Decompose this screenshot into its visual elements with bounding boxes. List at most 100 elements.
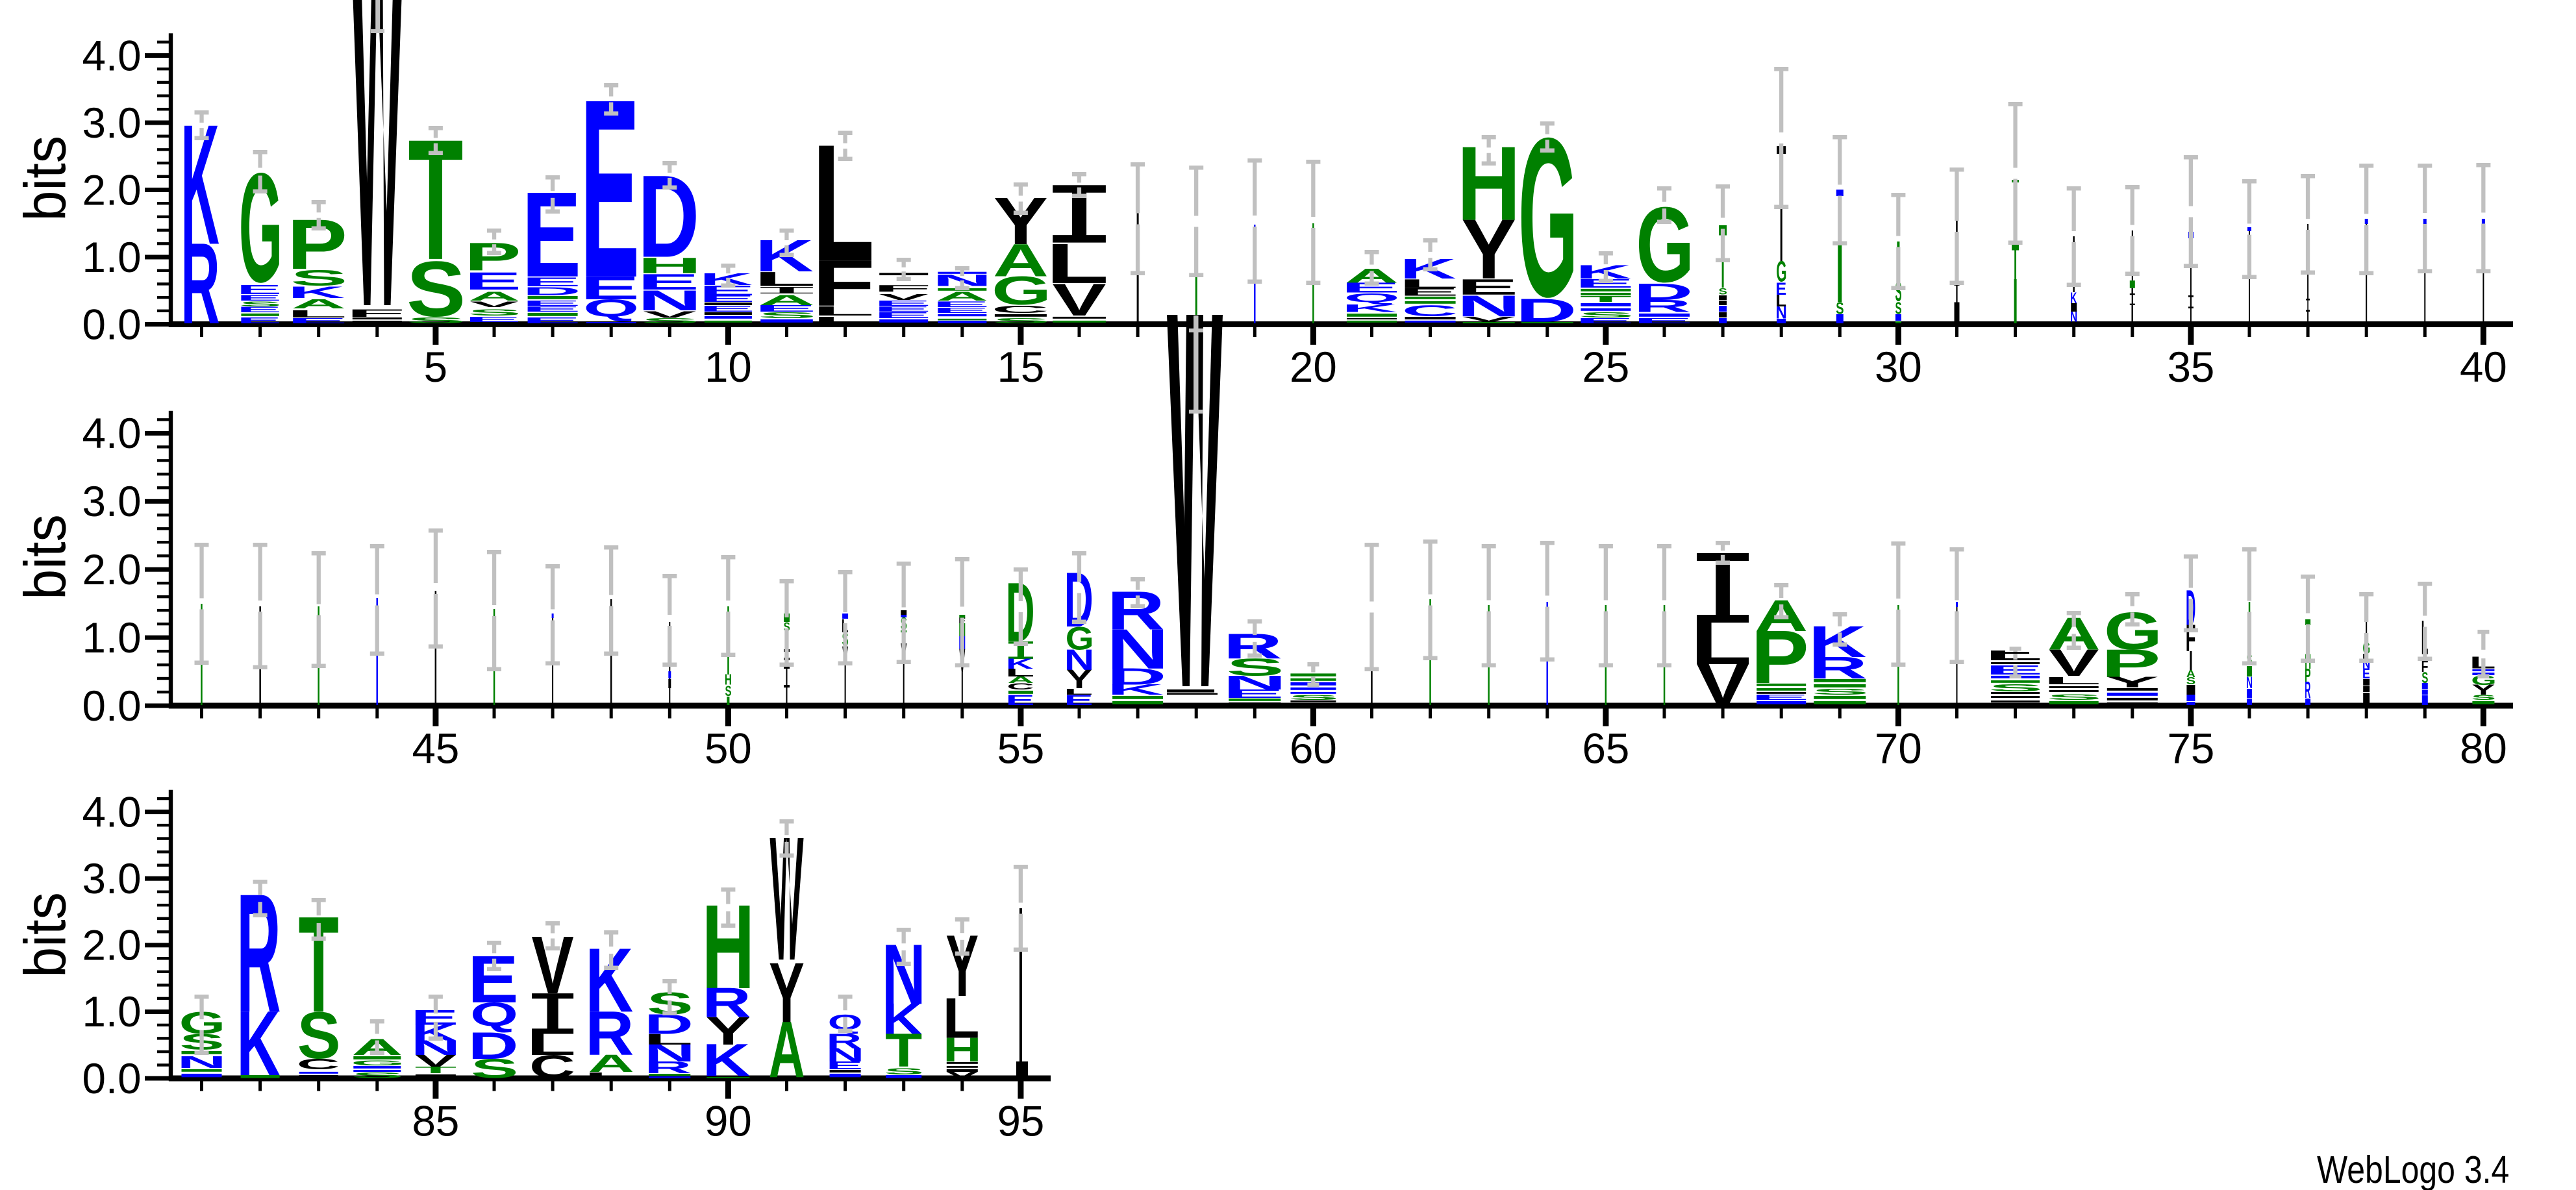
- svg-text:A: A: [993, 234, 1049, 286]
- svg-text:F: F: [812, 247, 875, 320]
- svg-text:G: G: [992, 268, 1051, 314]
- svg-text:S: S: [351, 1071, 404, 1080]
- svg-text:E: E: [873, 310, 931, 320]
- svg-text:S: S: [641, 317, 699, 325]
- svg-text:A: A: [588, 1049, 634, 1077]
- svg-text:E: E: [699, 293, 755, 304]
- svg-text:V: V: [415, 1051, 456, 1070]
- svg-text:N: N: [1107, 617, 1169, 680]
- svg-text:K: K: [1107, 681, 1164, 698]
- svg-text:K: K: [1808, 617, 1866, 667]
- svg-text:N: N: [177, 1052, 226, 1071]
- svg-text:S: S: [290, 266, 347, 290]
- svg-text:E: E: [755, 303, 817, 314]
- svg-text:2.0: 2.0: [82, 922, 141, 969]
- svg-text:E: E: [521, 316, 581, 325]
- svg-text:K: K: [236, 992, 280, 1095]
- svg-text:N: N: [2070, 309, 2077, 325]
- svg-text:D: D: [638, 151, 699, 282]
- svg-text:R: R: [645, 1058, 692, 1077]
- svg-text:C: C: [529, 1048, 575, 1085]
- svg-text:S: S: [1288, 693, 1339, 702]
- svg-text:G: G: [2104, 601, 2162, 660]
- svg-text:T: T: [885, 1024, 922, 1077]
- svg-text:L: L: [2043, 675, 2101, 687]
- svg-text:Q: Q: [470, 996, 518, 1034]
- svg-text:A: A: [936, 290, 989, 304]
- svg-text:10: 10: [705, 343, 752, 391]
- svg-text:K: K: [1342, 302, 1397, 314]
- svg-text:L: L: [1398, 277, 1458, 291]
- svg-text:C: C: [1007, 681, 1034, 691]
- svg-text:S: S: [406, 316, 466, 325]
- svg-text:0.0: 0.0: [82, 682, 141, 730]
- svg-text:F: F: [2186, 617, 2196, 660]
- svg-text:L: L: [754, 267, 816, 290]
- svg-text:50: 50: [705, 725, 752, 773]
- svg-text:R: R: [1107, 581, 1165, 641]
- svg-text:L: L: [1690, 610, 1752, 678]
- svg-text:0.0: 0.0: [82, 1055, 141, 1102]
- svg-text:E: E: [699, 304, 755, 314]
- svg-text:L: L: [812, 304, 875, 319]
- svg-text:K: K: [288, 284, 345, 302]
- svg-text:A: A: [468, 289, 520, 303]
- svg-text:G: G: [2471, 673, 2496, 688]
- svg-text:E: E: [236, 282, 282, 297]
- svg-text:E: E: [2362, 666, 2370, 682]
- svg-text:N: N: [1457, 289, 1521, 323]
- svg-text:3.0: 3.0: [82, 478, 141, 525]
- svg-text:E: E: [932, 300, 990, 309]
- svg-text:15: 15: [997, 343, 1044, 391]
- svg-text:95: 95: [997, 1098, 1044, 1145]
- svg-text:2.0: 2.0: [82, 546, 141, 593]
- svg-text:S: S: [758, 311, 816, 320]
- svg-text:Y: Y: [2106, 674, 2159, 690]
- svg-text:Y: Y: [2471, 682, 2495, 697]
- svg-text:S: S: [1895, 300, 1901, 318]
- svg-text:L: L: [644, 1031, 693, 1048]
- svg-text:4.0: 4.0: [82, 410, 141, 457]
- svg-text:E: E: [464, 267, 521, 295]
- svg-text:E: E: [932, 306, 990, 315]
- svg-text:L: L: [812, 315, 875, 325]
- svg-text:1.0: 1.0: [82, 988, 141, 1035]
- svg-text:N: N: [638, 284, 702, 316]
- svg-text:L: L: [1005, 666, 1034, 678]
- svg-text:R: R: [2305, 676, 2310, 703]
- svg-text:1.0: 1.0: [82, 614, 141, 662]
- svg-text:Y: Y: [1066, 664, 1092, 693]
- svg-text:E: E: [637, 269, 699, 294]
- svg-text:3.0: 3.0: [82, 99, 141, 147]
- svg-text:S: S: [1719, 286, 1727, 297]
- svg-text:A: A: [758, 293, 815, 308]
- svg-text:N: N: [644, 1039, 695, 1067]
- svg-text:E: E: [581, 269, 640, 306]
- svg-text:T: T: [2012, 234, 2019, 290]
- svg-text:C: C: [992, 304, 1049, 316]
- svg-text:2.0: 2.0: [82, 166, 141, 214]
- svg-text:Q: Q: [1344, 291, 1399, 304]
- svg-text:L: L: [1046, 232, 1109, 295]
- svg-text:K: K: [1006, 656, 1033, 672]
- svg-text:L: L: [527, 1028, 576, 1061]
- svg-text:20: 20: [1290, 343, 1337, 391]
- svg-text:E: E: [287, 317, 348, 325]
- svg-text:25: 25: [1582, 343, 1629, 391]
- svg-text:V: V: [946, 1070, 978, 1080]
- svg-text:E: E: [1633, 317, 1694, 325]
- svg-text:F: F: [873, 283, 931, 293]
- svg-text:V: V: [1052, 274, 1107, 325]
- svg-text:N: N: [2246, 675, 2253, 692]
- svg-text:E: E: [1457, 275, 1518, 299]
- svg-text:C: C: [297, 1056, 340, 1072]
- svg-text:N: N: [826, 1045, 864, 1066]
- svg-text:75: 75: [2167, 725, 2214, 773]
- svg-text:S: S: [471, 1053, 518, 1084]
- svg-text:S: S: [725, 683, 731, 699]
- svg-text:Y: Y: [1462, 203, 1516, 297]
- svg-text:Y: Y: [946, 917, 979, 1015]
- svg-text:P: P: [2101, 641, 2161, 686]
- svg-text:E: E: [521, 299, 581, 307]
- svg-text:bits: bits: [12, 514, 78, 600]
